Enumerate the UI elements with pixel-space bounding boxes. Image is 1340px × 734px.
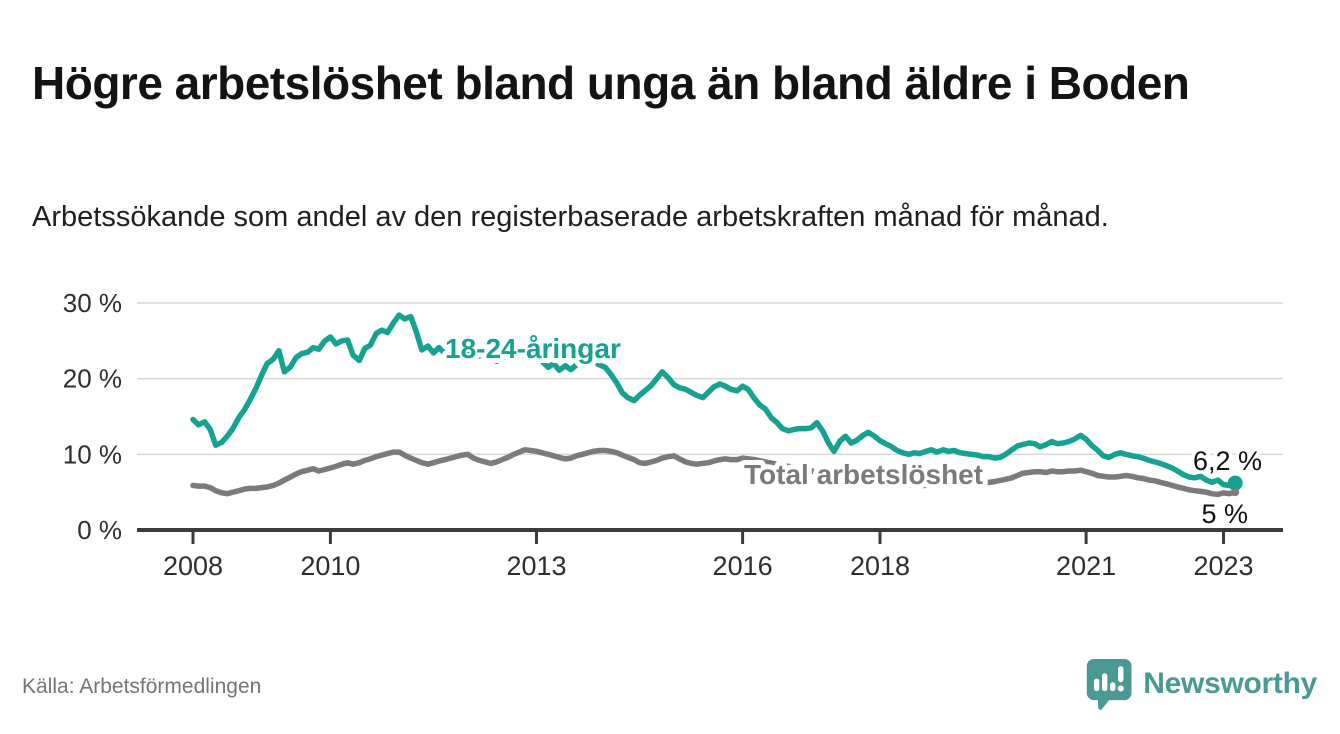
series-line-1 — [190, 447, 1238, 498]
y-tick-label: 10 % — [63, 439, 122, 469]
series-end-dot-0 — [1227, 475, 1243, 491]
source-attribution: Källa: Arbetsförmedlingen — [22, 675, 262, 698]
x-tick-label: 2008 — [163, 551, 223, 581]
x-tick-label: 2013 — [506, 551, 566, 581]
newsworthy-logo: Newsworthy — [1085, 653, 1317, 715]
series-label-total: Total arbetslöshet — [744, 459, 983, 490]
x-tick-label: 2010 — [300, 551, 360, 581]
newsworthy-wordmark: Newsworthy — [1143, 667, 1317, 700]
x-tick-label: 2023 — [1193, 551, 1253, 581]
end-value-label-total: 5 % — [1201, 499, 1248, 529]
series-end-dot-1 — [1231, 488, 1240, 497]
x-tick-label: 2018 — [850, 551, 910, 581]
newsworthy-speech-bubble-bar-chart-icon — [1086, 658, 1132, 710]
x-axis-tick-labels: 2008 2010 2013 2016 2018 2021 2023 — [163, 551, 1254, 581]
x-tick-label: 2021 — [1056, 551, 1116, 581]
series-label-young: 18-24-åringar — [445, 333, 621, 364]
y-tick-label: 20 % — [63, 364, 122, 394]
line-chart: 0 % 10 % 20 % 30 % 2008 2010 2013 2016 2018 2021… — [63, 288, 1283, 581]
gridlines — [137, 302, 1283, 456]
x-axis — [137, 528, 1283, 544]
series-lines — [190, 312, 1238, 498]
page-subtitle: Arbetssökande som andel av den registerb… — [32, 201, 1109, 233]
series-line-0 — [190, 312, 1238, 489]
page-title: Högre arbetslöshet bland unga än bland ä… — [32, 56, 1190, 109]
y-tick-label: 30 % — [63, 288, 122, 318]
y-axis-tick-labels: 0 % 10 % 20 % 30 % — [63, 288, 122, 545]
y-tick-label: 0 % — [77, 515, 122, 545]
end-value-label-young: 6,2 % — [1193, 446, 1262, 476]
end-markers — [1227, 475, 1243, 497]
x-tick-label: 2016 — [713, 551, 773, 581]
